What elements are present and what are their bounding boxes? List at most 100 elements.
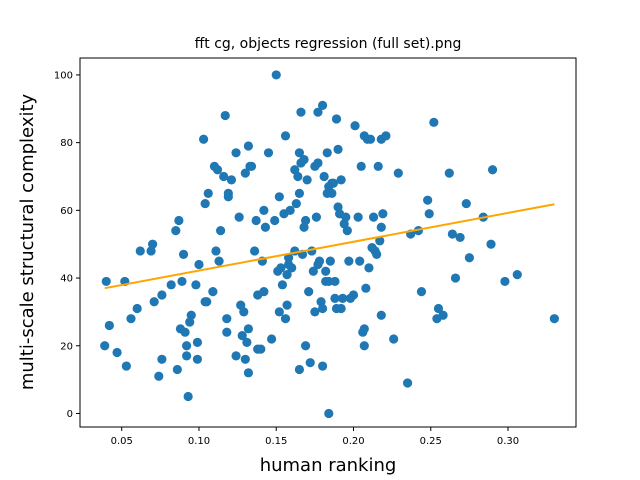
data-point (112, 347, 122, 358)
data-point (191, 280, 201, 290)
data-point (260, 222, 271, 232)
y-axis-label: multi-scale structural complexity (17, 93, 38, 390)
data-point (376, 222, 386, 232)
data-point (178, 249, 189, 259)
data-point (285, 205, 295, 215)
data-point (355, 256, 365, 266)
data-point (157, 290, 167, 300)
data-point (331, 114, 342, 124)
data-point (126, 314, 136, 324)
data-point (353, 212, 363, 222)
data-point (333, 144, 343, 154)
data-point (242, 337, 252, 347)
data-point (549, 314, 559, 324)
data-point (211, 246, 221, 256)
data-point (301, 341, 311, 351)
data-point (336, 175, 346, 185)
chart-title: fft cg, objects regression (full set).pn… (195, 36, 462, 52)
data-point (231, 148, 241, 158)
data-point (359, 324, 369, 334)
data-point (359, 341, 369, 351)
data-point (280, 314, 291, 324)
data-point (220, 110, 230, 121)
data-point (231, 351, 241, 361)
x-tick-label: 0.25 (420, 436, 442, 447)
data-point (327, 188, 337, 199)
data-point (464, 253, 474, 263)
data-point (344, 256, 354, 266)
y-tick-label: 20 (60, 341, 73, 352)
data-point (293, 171, 303, 182)
data-point (393, 168, 403, 178)
data-point (444, 168, 454, 178)
data-point (243, 368, 254, 378)
data-point (202, 297, 212, 307)
data-point (429, 117, 439, 127)
data-point (330, 276, 340, 287)
data-point (177, 276, 187, 287)
data-point (234, 212, 244, 222)
data-point (322, 148, 332, 158)
data-point (251, 215, 261, 226)
data-point (282, 270, 292, 280)
data-point (317, 303, 328, 314)
y-axis: 0 20 40 60 80 100 (54, 71, 80, 420)
data-point (294, 148, 305, 158)
data-point (157, 354, 167, 364)
data-point (280, 131, 291, 141)
x-axis: 0.05 0.10 0.15 0.20 0.25 0.30 (111, 427, 519, 447)
data-point (301, 215, 311, 226)
data-point (310, 307, 320, 317)
data-point (364, 263, 374, 273)
data-point (433, 303, 444, 314)
data-point (402, 378, 413, 388)
data-point (199, 134, 209, 144)
data-point (308, 266, 318, 276)
data-point (341, 212, 351, 222)
data-point (416, 286, 427, 297)
data-point (365, 134, 376, 144)
data-point (389, 334, 399, 344)
x-tick-label: 0.20 (342, 436, 364, 447)
data-point (274, 192, 284, 202)
x-tick-label: 0.05 (111, 436, 133, 447)
data-point (378, 209, 388, 219)
data-point (182, 341, 192, 351)
data-point (222, 314, 232, 324)
data-point (200, 198, 210, 209)
data-point (271, 70, 281, 80)
data-point (192, 337, 203, 347)
data-point (325, 256, 335, 266)
data-point (375, 236, 385, 246)
data-point (305, 358, 315, 368)
points-layer (100, 70, 559, 419)
x-tick-label: 0.30 (497, 436, 519, 447)
data-point (330, 293, 340, 303)
data-point (194, 259, 204, 270)
data-point (314, 256, 325, 266)
data-point (214, 256, 224, 266)
data-point (100, 341, 110, 351)
data-point (277, 280, 288, 290)
data-point (226, 175, 237, 185)
data-point (311, 212, 322, 222)
data-point (450, 273, 461, 283)
data-point (342, 226, 352, 236)
data-point (267, 334, 277, 344)
data-point (487, 165, 498, 175)
data-point (296, 107, 306, 117)
data-point (174, 215, 184, 226)
data-point (203, 188, 213, 199)
data-point (240, 168, 250, 178)
data-point (135, 246, 145, 256)
data-point (219, 171, 229, 182)
data-point (104, 320, 114, 331)
data-point (455, 232, 465, 243)
data-point (239, 307, 249, 317)
data-point (171, 226, 181, 236)
data-point (222, 327, 232, 337)
data-point (486, 239, 496, 249)
data-point (328, 178, 339, 188)
data-point (291, 198, 301, 209)
